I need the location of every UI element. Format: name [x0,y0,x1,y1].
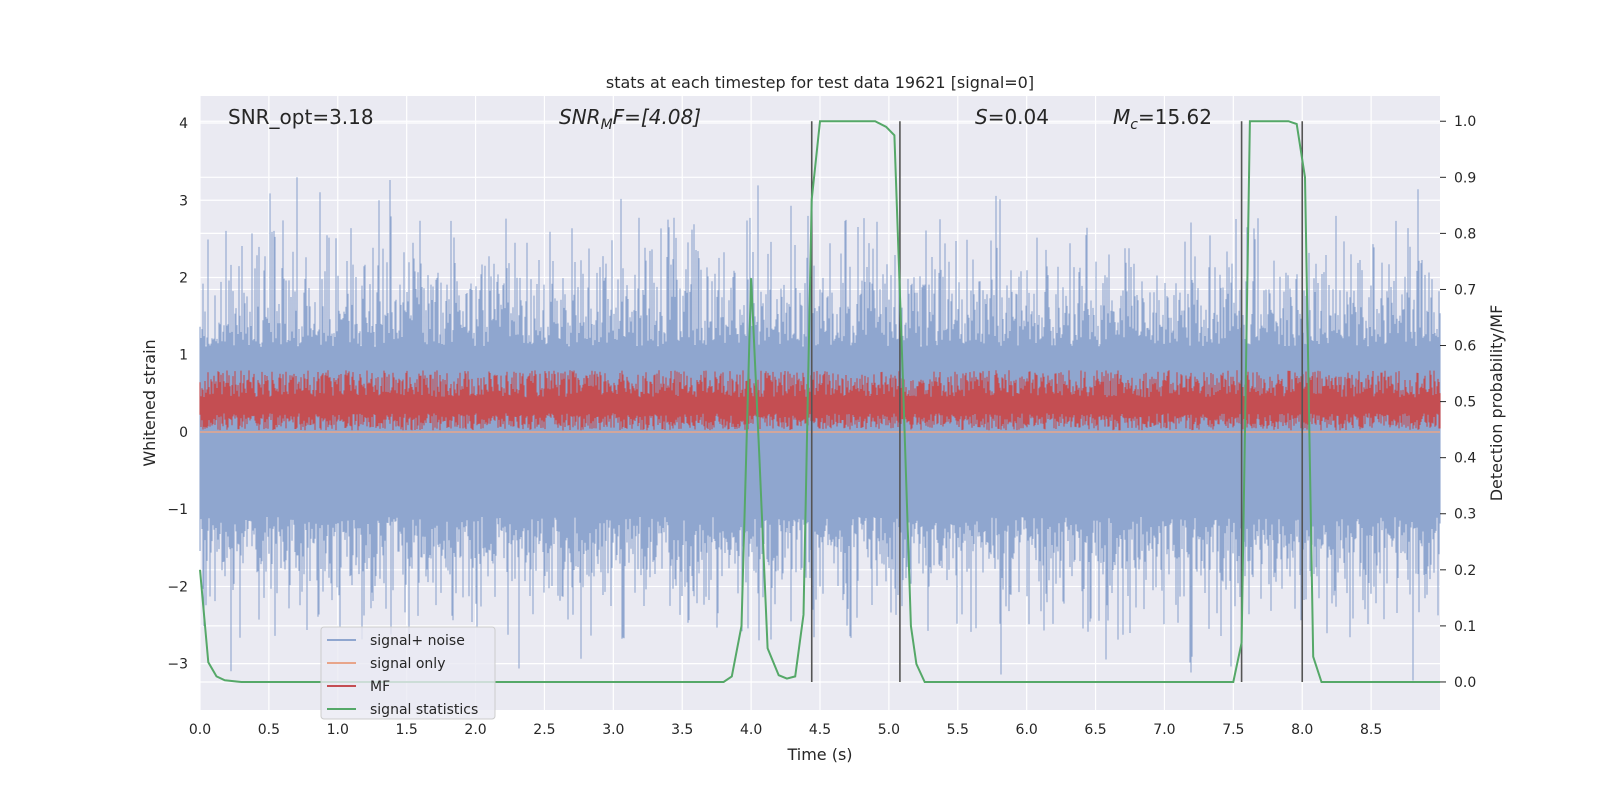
y-tick-label: 3 [179,193,188,209]
y2-tick-label: 0.4 [1454,451,1476,467]
y2-tick-label: 0.7 [1454,282,1476,298]
x-tick-label: 0.5 [258,722,280,738]
x-tick-label: 7.0 [1153,722,1175,738]
chart-title: stats at each timestep for test data 196… [606,73,1034,92]
y2-axis-ticks: 1.0 0.9 0.8 0.7 0.6 0.5 0.4 0.3 0.2 0.1 0.0 [1440,114,1476,691]
legend-box [320,626,496,720]
y-tick-label: −2 [167,579,188,595]
series-signal-statistics [199,120,1440,683]
x-tick-label: 6.5 [1084,722,1106,738]
y2-axis-label: Detection probability/MF [1487,305,1506,502]
x-tick-label: 3.0 [602,722,624,738]
y-tick-label: −1 [167,502,188,518]
annotation-mc-symbol: M [1113,105,1130,129]
y-tick-label: 1 [179,348,188,364]
annotation-snr-opt: SNR_opt=3.18 [228,105,374,129]
x-axis-label: Time (s) [786,745,852,764]
y2-tick-label: 0.0 [1454,675,1476,691]
x-tick-label: 1.5 [396,722,418,738]
annotation-mc: Mc=15.62 [1113,105,1212,133]
annotation-s-symbol: S [975,105,988,129]
x-tick-label: 4.5 [809,722,831,738]
annotation-snr-mf: SNRMF=[4.08] [559,105,701,133]
annotation-mc-value: =15.62 [1138,105,1212,129]
y2-tick-label: 1.0 [1454,114,1476,130]
y2-tick-label: 0.6 [1454,339,1476,355]
x-tick-label: 3.5 [671,722,693,738]
y2-tick-label: 0.8 [1454,226,1476,242]
y-tick-label: −3 [167,657,188,673]
annotation-s-value: =0.04 [988,105,1049,129]
annotation-snr-mf-subscript: M [601,117,613,133]
legend-label-2: MF [370,679,390,695]
y-axis-label: Whitened strain [140,339,159,466]
y2-tick-label: 0.3 [1454,507,1476,523]
x-tick-label: 2.5 [533,722,555,738]
y-tick-label: 0 [179,425,188,441]
legend-label-0: signal+ noise [370,633,465,649]
x-tick-label: 5.5 [947,722,969,738]
y-axis-ticks: 4 3 2 1 0 −1 −2 −3 [167,116,188,673]
y-tick-label: 2 [179,270,188,286]
legend-label-3: signal statistics [370,702,478,718]
x-tick-label: 6.0 [1016,722,1038,738]
x-tick-label: 7.5 [1222,722,1244,738]
x-tick-label: 2.0 [464,722,486,738]
annotation-snr-mf-value: F=[4.08] [613,105,701,129]
legend-label-1: signal only [370,656,445,672]
legend: signal+ noise signal only MF signal stat… [320,626,496,720]
x-tick-label: 5.0 [878,722,900,738]
annotation-snr-mf-symbol: SNR [559,105,601,129]
y2-tick-label: 0.5 [1454,395,1476,411]
x-tick-label: 0.0 [189,722,211,738]
y2-tick-label: 0.2 [1454,563,1476,579]
y2-tick-label: 0.9 [1454,170,1476,186]
x-tick-label: 4.0 [740,722,762,738]
x-tick-label: 8.0 [1291,722,1313,738]
y2-tick-label: 0.1 [1454,619,1476,635]
annotation-mc-subscript: c [1130,117,1138,133]
x-axis-ticks: 0.0 0.5 1.0 1.5 2.0 2.5 3.0 3.5 4.0 4.5 5.0 5.5 6.0 6… [189,722,1382,738]
x-tick-label: 1.0 [327,722,349,738]
y-tick-label: 4 [179,116,188,132]
x-tick-label: 8.5 [1360,722,1382,738]
annotation-s: S=0.04 [975,105,1049,129]
